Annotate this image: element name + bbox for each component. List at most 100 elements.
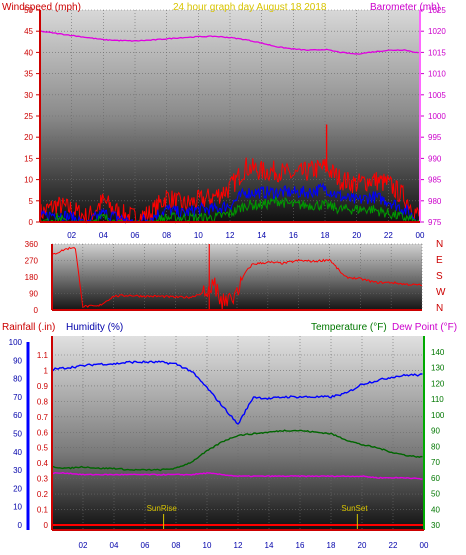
wind-tick-label: 40 xyxy=(24,48,33,57)
sunrise-label: SunRise xyxy=(147,504,178,513)
rainfall-tick-label: 0.9 xyxy=(37,382,49,391)
temperature-tick-label: 50 xyxy=(431,490,440,499)
humidity-tick-label: 80 xyxy=(13,375,22,384)
humidity-tick-label: 20 xyxy=(13,484,22,493)
wind-x-tick-label: 00 xyxy=(416,231,425,240)
wind-x-tick-label: 06 xyxy=(131,231,140,240)
wind-direction-series xyxy=(51,246,423,311)
rainfall-tick-label: 1 xyxy=(44,366,49,375)
rainfall-tick-label: 0.2 xyxy=(37,490,49,499)
wind-tick-label: 30 xyxy=(24,91,33,100)
humidity-x-tick-label: 04 xyxy=(110,541,119,550)
temperature-tick-label: 90 xyxy=(431,427,440,436)
wind-x-tick-label: 22 xyxy=(384,231,393,240)
temperature-tick-label: 80 xyxy=(431,442,440,451)
direction-tick-label: 0 xyxy=(34,306,39,315)
direction-tick-label: 270 xyxy=(25,257,39,266)
humidity-tick-label: 0 xyxy=(18,521,23,530)
humidity-tick-label: 70 xyxy=(13,393,22,402)
rainfall-tick-label: 1.1 xyxy=(37,351,49,360)
direction-tick-label: 90 xyxy=(29,290,38,299)
humidity-x-tick-label: 08 xyxy=(172,541,181,550)
wind-tick-label: 50 xyxy=(24,6,33,15)
temperature-tick-label: 30 xyxy=(431,521,440,530)
direction-tick-label: 180 xyxy=(25,273,39,282)
wind-x-tick-label: 04 xyxy=(99,231,108,240)
humidity-x-tick-label: 14 xyxy=(265,541,274,550)
temperature-tick-label: 110 xyxy=(431,395,444,404)
wind-x-tick-label: 18 xyxy=(321,231,330,240)
dewpoint-series xyxy=(51,471,423,480)
humidity-tick-label: 60 xyxy=(13,411,22,420)
compass-label: N xyxy=(436,239,443,250)
temperature-tick-label: 130 xyxy=(431,364,445,373)
wind-x-tick-label: 12 xyxy=(226,231,235,240)
dewpoint-axis-label: Dew Point (°F) xyxy=(392,322,457,333)
rainfall-tick-label: 0.7 xyxy=(37,413,49,422)
wind-low-series xyxy=(39,195,421,224)
humidity-x-tick-label: 22 xyxy=(389,541,398,550)
rainfall-tick-label: 0.1 xyxy=(37,506,49,515)
direction-panel-series xyxy=(51,244,423,311)
windspeed-axis-label: Windspeed (mph) xyxy=(2,2,81,13)
chart-title: 24 hour graph day August 18 2018 xyxy=(173,2,327,13)
temperature-axis-label: Temperature (°F) xyxy=(311,322,387,333)
sunset-label: SunSet xyxy=(341,504,368,513)
wind-panel-grid xyxy=(40,9,421,223)
humidity-x-tick-label: 02 xyxy=(79,541,88,550)
temperature-series xyxy=(51,429,423,472)
rainfall-tick-label: 0.3 xyxy=(37,475,49,484)
wind-tick-label: 15 xyxy=(24,154,33,163)
barometer-tick-label: 975 xyxy=(428,218,442,227)
barometer-tick-label: 1005 xyxy=(428,91,446,100)
humidity-x-tick-label: 06 xyxy=(141,541,150,550)
wind-tick-label: 5 xyxy=(29,197,34,206)
humidity-x-tick-label: 20 xyxy=(358,541,367,550)
wind-tick-label: 20 xyxy=(24,133,33,142)
direction-panel-grid xyxy=(52,243,423,311)
barometer-tick-label: 985 xyxy=(428,176,442,185)
humidity-x-tick-label: 12 xyxy=(234,541,243,550)
humidity-tick-label: 100 xyxy=(9,338,23,347)
temperature-tick-label: 40 xyxy=(431,505,440,514)
rainfall-axis-label: Rainfall (.in) xyxy=(2,322,55,333)
barometer-tick-label: 1015 xyxy=(428,48,446,57)
wind-tick-label: 0 xyxy=(29,218,34,227)
temperature-tick-label: 60 xyxy=(431,474,440,483)
humidity-tick-label: 40 xyxy=(13,448,22,457)
temperature-tick-label: 100 xyxy=(431,411,445,420)
humidity-tick-label: 30 xyxy=(13,466,22,475)
wind-x-tick-label: 02 xyxy=(67,231,76,240)
wind-x-tick-label: 14 xyxy=(257,231,266,240)
humidity-x-tick-label: 18 xyxy=(327,541,336,550)
rainfall-tick-label: 0.4 xyxy=(37,459,49,468)
wind-panel-series xyxy=(39,30,421,224)
compass-label: W xyxy=(436,287,446,298)
direction-tick-label: 360 xyxy=(25,240,39,249)
barometer-tick-label: 1025 xyxy=(428,6,446,15)
wind-x-tick-label: 08 xyxy=(162,231,171,240)
barometer-tick-label: 995 xyxy=(428,133,442,142)
wind-gust-series xyxy=(39,157,421,224)
humidity-panel-axes: 0 0.1 0.2 0.3 0.4 0.5 0.6 0.7 0.8 0.9 1 1.1 0 10 20 30 4… xyxy=(9,336,445,550)
barometer-tick-label: 990 xyxy=(428,154,442,163)
barometer-tick-label: 1020 xyxy=(428,27,446,36)
humidity-axis-label: Humidity (%) xyxy=(66,322,123,333)
compass-label: N xyxy=(436,303,443,314)
barometer-tick-label: 1010 xyxy=(428,70,446,79)
rainfall-tick-label: 0.8 xyxy=(37,397,49,406)
barometer-tick-label: 1000 xyxy=(428,112,446,121)
humidity-tick-label: 90 xyxy=(13,356,22,365)
wind-tick-label: 10 xyxy=(24,176,33,185)
wind-tick-label: 35 xyxy=(24,70,33,79)
humidity-x-tick-label: 00 xyxy=(420,541,429,550)
compass-label: E xyxy=(436,255,443,266)
wind-x-tick-label: 20 xyxy=(352,231,361,240)
wind-panel-axes: 0510152025303540455097598098599099510001… xyxy=(24,6,446,240)
compass-label: S xyxy=(436,271,443,282)
humidity-x-tick-label: 16 xyxy=(296,541,305,550)
wind-tick-label: 45 xyxy=(24,27,33,36)
